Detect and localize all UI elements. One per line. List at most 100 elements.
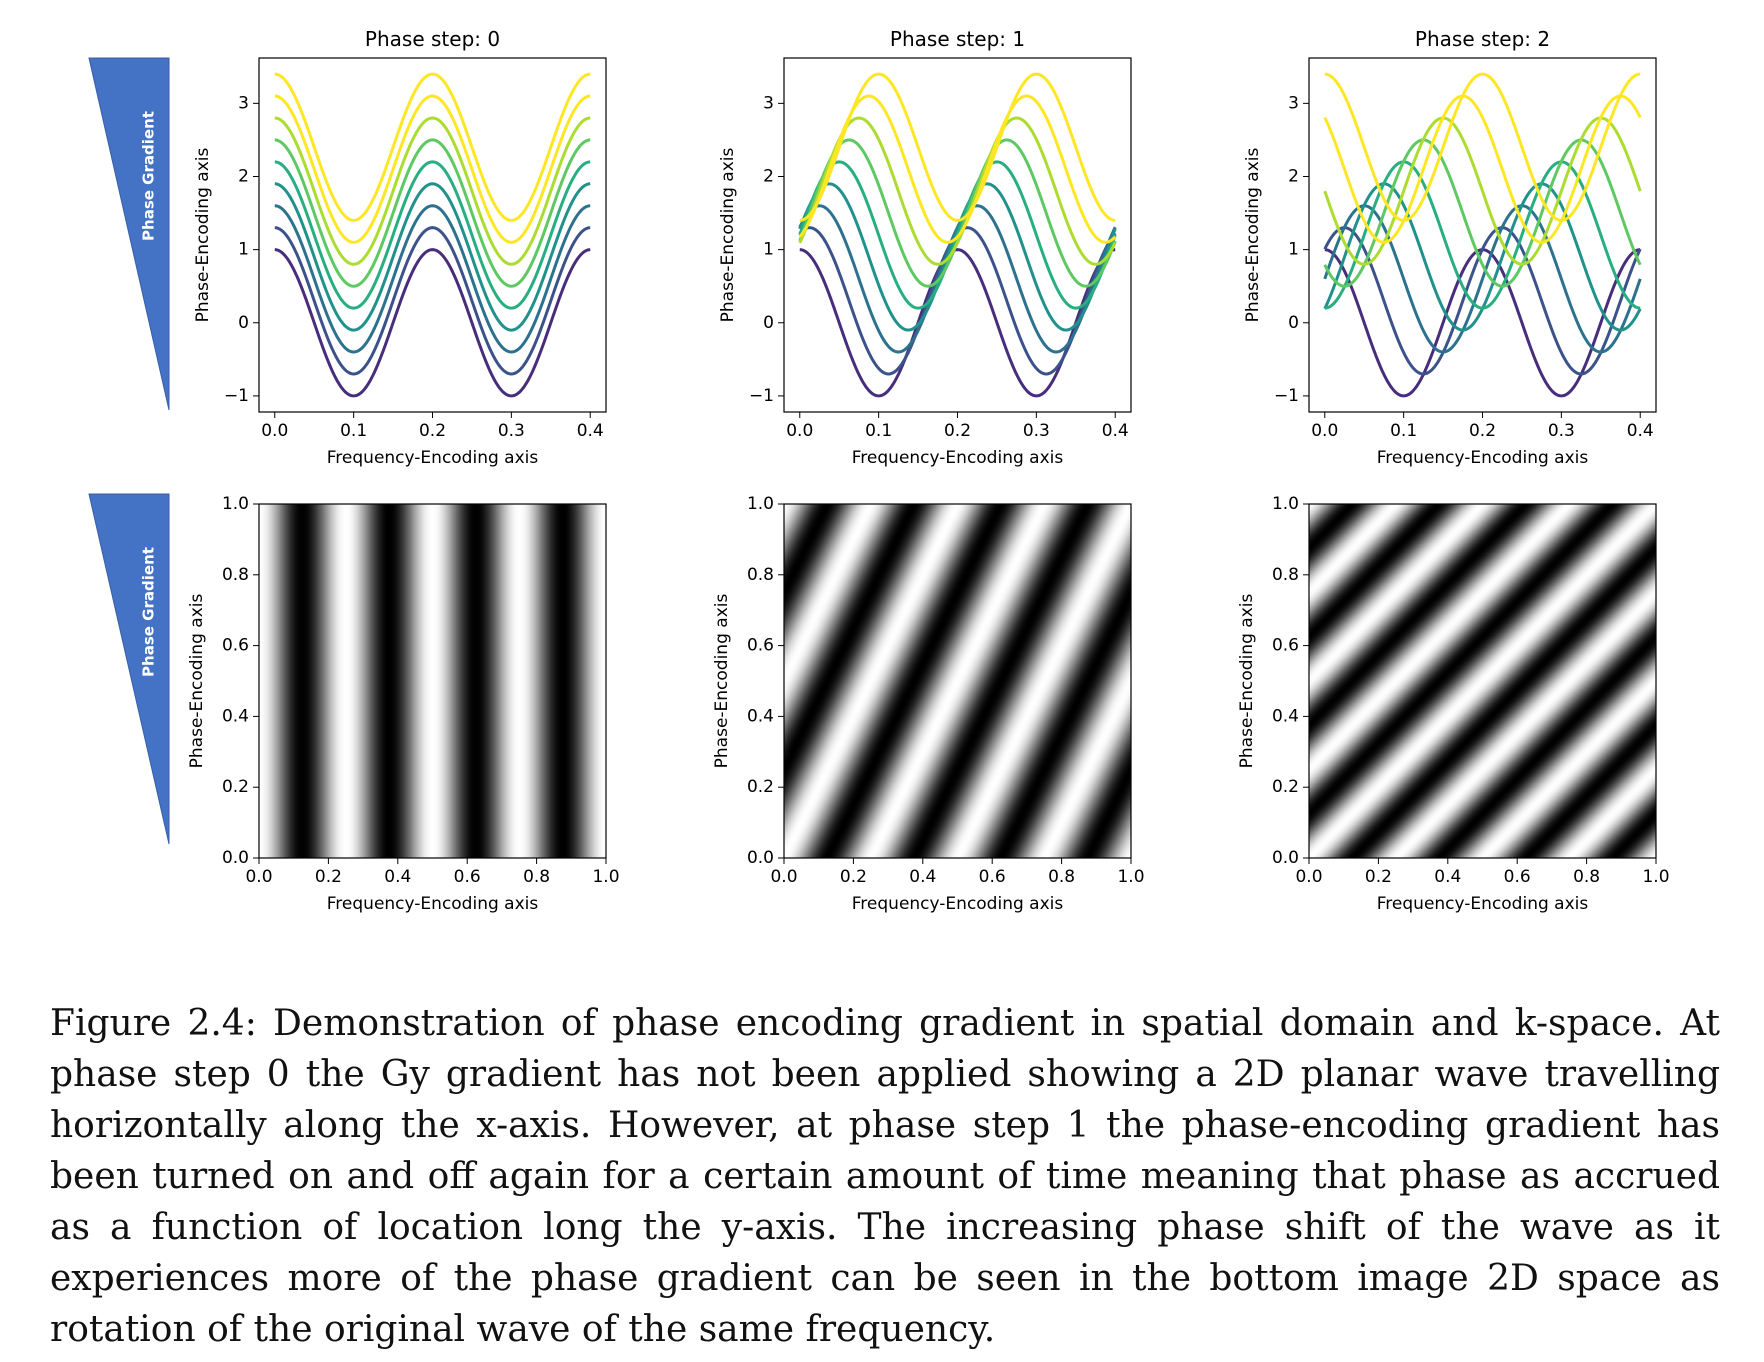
line-series-6 [274, 138, 591, 288]
y-axis-label: Phase-Encoding axis [718, 148, 738, 323]
x-tick-label: 0.6 [979, 867, 1006, 887]
x-axis-label: Frequency-Encoding axis [1377, 894, 1589, 914]
y-tick-label: −1 [1274, 386, 1299, 406]
x-tick-label: 0.8 [1573, 867, 1600, 887]
heatmap-image [1309, 504, 1656, 858]
line-series-2 [274, 226, 591, 376]
series-group [798, 72, 1117, 398]
heatmap-image [259, 504, 606, 858]
x-tick-label: 0.6 [1504, 867, 1531, 887]
line-series-5 [274, 160, 591, 310]
y-tick-label: 1 [238, 240, 249, 260]
chart-panel-5: 0.0 0.2 0.4 0.6 0.8 1.0 0.0 0.2 0.4 0.6 0.8 1.0 Freq… [712, 494, 1145, 914]
x-tick-label: 0.1 [340, 421, 367, 441]
line-series-4 [274, 182, 591, 332]
x-tick-label: 1.0 [1642, 867, 1669, 887]
y-tick-label: 1 [763, 240, 774, 260]
x-tick-label: 0.4 [909, 867, 936, 887]
line-series-9 [799, 72, 1116, 222]
x-axis-label: Frequency-Encoding axis [852, 448, 1064, 468]
y-tick-label: 0 [763, 313, 774, 333]
line-series-8 [1323, 94, 1642, 244]
x-tick-label: 0.6 [454, 867, 481, 887]
y-tick-label: 0.0 [747, 848, 774, 868]
y-tick-label: 0.2 [1272, 777, 1299, 797]
chart-panel-1: 0.0 0.1 0.2 0.3 0.4 −1 0 1 2 3 Phase step: 0 Freque… [193, 27, 607, 468]
gradient-wedge [88, 493, 170, 845]
x-axis-label: Frequency-Encoding axis [1377, 448, 1589, 468]
y-tick-label: 0 [1288, 313, 1299, 333]
x-tick-label: 0.2 [315, 867, 342, 887]
y-tick-label: 0.8 [747, 565, 774, 585]
line-series-6 [1323, 138, 1642, 288]
gradient-wedge [88, 57, 170, 411]
x-tick-label: 0.8 [523, 867, 550, 887]
x-tick-label: 1.0 [592, 867, 619, 887]
y-tick-label: 0 [238, 313, 249, 333]
x-tick-label: 0.2 [1365, 867, 1392, 887]
y-tick-label: 0.6 [747, 636, 774, 656]
y-tick-label: 0.4 [222, 706, 249, 726]
x-tick-label: 0.4 [384, 867, 411, 887]
heatmap-image [784, 504, 1131, 858]
axes-frame [783, 503, 1132, 859]
y-axis-label: Phase-Encoding axis [1237, 594, 1257, 769]
x-tick-label: 0.0 [1311, 421, 1338, 441]
chart-title: Phase step: 1 [890, 27, 1025, 51]
y-tick-label: 1.0 [222, 494, 249, 514]
x-tick-label: 0.3 [498, 421, 525, 441]
axes-frame [1308, 503, 1657, 859]
x-tick-label: 0.1 [1390, 421, 1417, 441]
line-series-4 [798, 182, 1117, 332]
y-tick-label: 0.4 [747, 706, 774, 726]
x-tick-label: 0.2 [1469, 421, 1496, 441]
x-tick-label: 0.3 [1548, 421, 1575, 441]
line-series-5 [1324, 160, 1641, 310]
x-tick-label: 0.0 [770, 867, 797, 887]
figure: Phase Gradient Phase Gradient 0.0 0.1 0.2 0.3… [88, 27, 1670, 914]
y-axis-label: Phase-Encoding axis [187, 594, 207, 769]
line-series-3 [1323, 204, 1642, 354]
x-tick-label: 0.0 [261, 421, 288, 441]
x-tick-label: 0.8 [1048, 867, 1075, 887]
line-series-2 [1323, 226, 1642, 376]
y-tick-label: 2 [763, 166, 774, 186]
figure-caption: Figure 2.4: Demonstration of phase encod… [50, 1003, 1720, 1350]
y-tick-label: 0.4 [1272, 706, 1299, 726]
y-tick-label: 1.0 [1272, 494, 1299, 514]
line-series-3 [274, 204, 591, 354]
y-tick-label: 0.6 [1272, 636, 1299, 656]
y-tick-label: 2 [238, 166, 249, 186]
x-tick-label: 0.0 [1295, 867, 1322, 887]
series-group [274, 72, 591, 398]
y-tick-label: 2 [1288, 166, 1299, 186]
x-tick-label: 0.4 [1434, 867, 1461, 887]
y-tick-label: 3 [763, 93, 774, 113]
x-tick-label: 0.2 [944, 421, 971, 441]
y-tick-label: −1 [749, 386, 774, 406]
x-tick-label: 0.4 [1102, 421, 1129, 441]
y-tick-label: 0.2 [747, 777, 774, 797]
x-tick-label: 0.4 [577, 421, 604, 441]
x-axis-label: Frequency-Encoding axis [327, 448, 539, 468]
axes-frame [258, 503, 607, 859]
line-series-7 [1323, 116, 1642, 266]
x-tick-label: 0.2 [840, 867, 867, 887]
x-tick-label: 0.4 [1627, 421, 1654, 441]
y-axis-label: Phase-Encoding axis [193, 148, 213, 323]
line-series-6 [798, 138, 1117, 288]
line-series-8 [274, 94, 591, 244]
axes-frame [258, 57, 607, 413]
chart-panel-4: 0.0 0.2 0.4 0.6 0.8 1.0 0.0 0.2 0.4 0.6 0.8 1.0 Freq… [187, 494, 620, 914]
gradient-label: Phase Gradient [140, 547, 158, 677]
y-axis-label: Phase-Encoding axis [1243, 148, 1263, 323]
phase-gradient-indicator-1: Phase Gradient [88, 57, 170, 411]
x-tick-label: 0.1 [865, 421, 892, 441]
chart-title: Phase step: 2 [1415, 27, 1550, 51]
x-tick-label: 1.0 [1117, 867, 1144, 887]
line-series-7 [274, 116, 591, 266]
x-tick-label: 0.0 [786, 421, 813, 441]
y-tick-label: 1 [1288, 240, 1299, 260]
gradient-label: Phase Gradient [140, 111, 158, 241]
chart-panel-3: 0.0 0.1 0.2 0.3 0.4 −1 0 1 2 3 Phase step: 2 Freque… [1243, 27, 1657, 468]
